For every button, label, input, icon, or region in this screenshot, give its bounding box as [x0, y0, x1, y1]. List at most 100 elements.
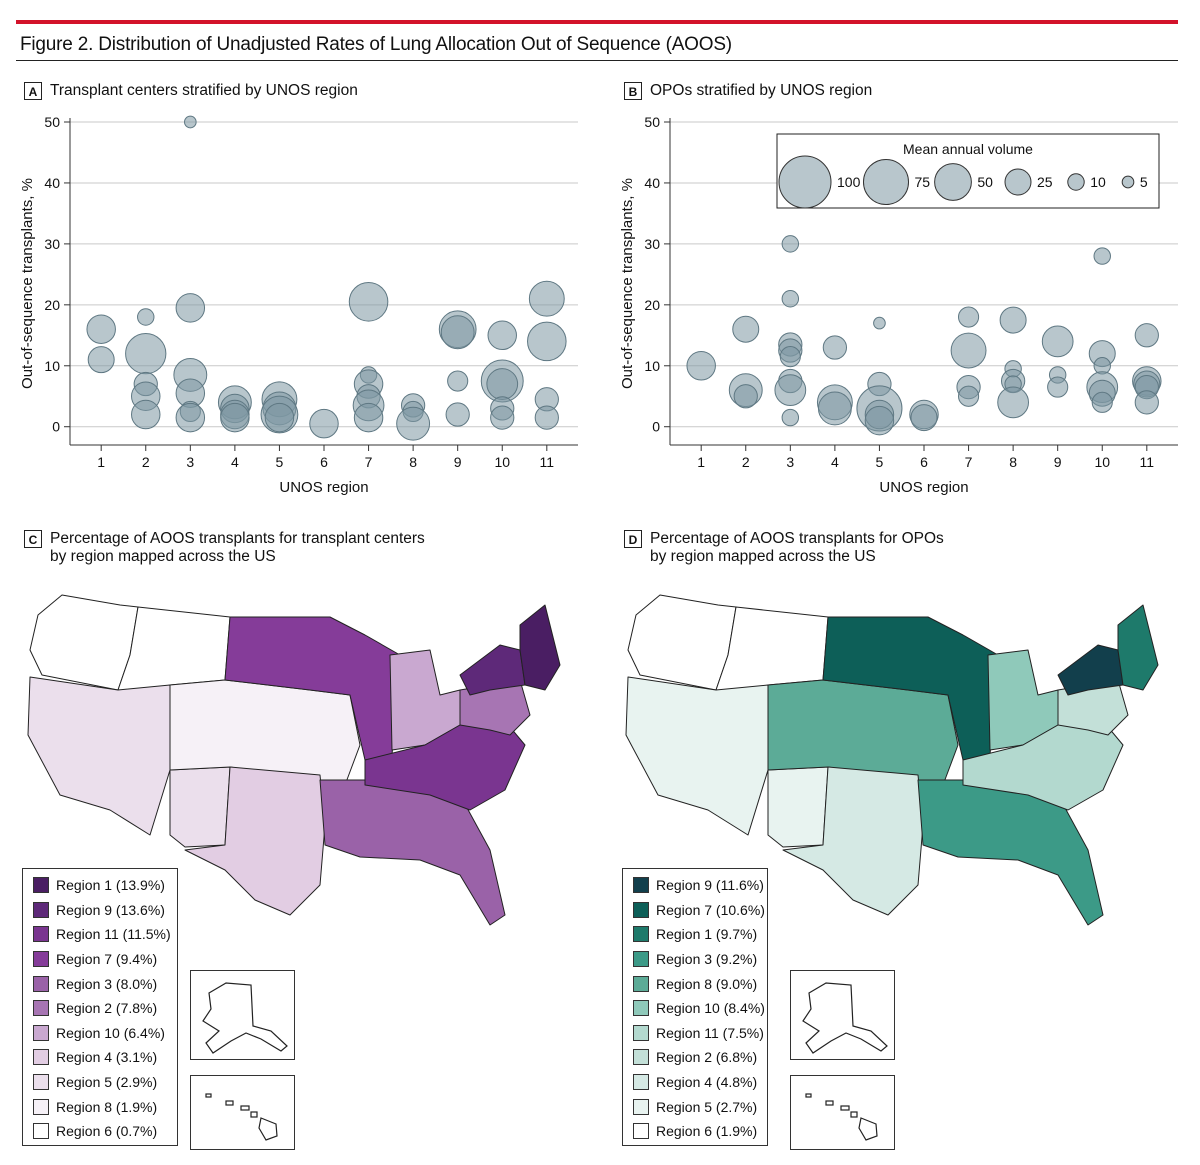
data-point [910, 404, 938, 432]
region-5-area-2 [767, 766, 829, 848]
data-point [309, 408, 339, 439]
panel-d-header: D Percentage of AOOS transplants for OPO… [624, 530, 944, 566]
legend-swatch [33, 1024, 49, 1041]
legend-swatch [33, 1074, 49, 1091]
data-point [774, 374, 807, 407]
region-1-area [519, 604, 561, 691]
x-tick-label: 11 [540, 454, 555, 470]
x-tick-label: 9 [1054, 454, 1062, 470]
size-legend-title: Mean annual volume [903, 141, 1033, 157]
x-tick-label: 6 [920, 454, 928, 470]
y-tick-label: 20 [44, 297, 60, 313]
x-tick-label: 11 [1140, 454, 1155, 470]
data-point [86, 314, 116, 344]
region-6-area [627, 594, 737, 691]
legend-swatch [33, 1098, 49, 1115]
data-point [779, 346, 801, 368]
legend-item: Region 7 (9.4%) [33, 947, 177, 972]
legend-label: Region 9 (13.6%) [56, 901, 165, 918]
panel-a-label: A [24, 82, 42, 100]
y-tick-label: 10 [44, 358, 60, 374]
panel-a-header: A Transplant centers stratified by UNOS … [24, 82, 358, 100]
data-point [528, 280, 565, 317]
x-tick-label: 4 [231, 454, 239, 470]
data-point [1134, 323, 1159, 348]
data-point [957, 306, 980, 328]
size-legend-label: 5 [1140, 174, 1148, 190]
x-tick-label: 5 [276, 454, 284, 470]
legend-swatch [633, 901, 649, 918]
alaska-shape-icon [202, 982, 288, 1054]
data-point [999, 306, 1027, 334]
data-point [957, 385, 980, 407]
legend-item: Region 11 (7.5%) [633, 1021, 767, 1046]
size-legend-bubble [1004, 168, 1032, 196]
x-tick-label: 5 [876, 454, 884, 470]
data-point [131, 399, 161, 430]
legend-item: Region 3 (8.0%) [33, 971, 177, 996]
y-tick-label: 10 [644, 358, 660, 374]
size-legend-bubble [1121, 175, 1135, 189]
x-tick-label: 7 [965, 454, 973, 470]
x-tick-label: 3 [786, 454, 794, 470]
size-legend-label: 10 [1090, 174, 1106, 190]
x-tick-label: 8 [409, 454, 417, 470]
y-axis-label: Out-of-sequence transplants, % [619, 178, 636, 389]
data-point [175, 293, 206, 323]
x-tick-label: 6 [320, 454, 328, 470]
region-5-area [27, 676, 171, 836]
size-legend-bubble [1067, 173, 1085, 191]
data-point [733, 384, 758, 409]
data-point [997, 386, 1030, 419]
legend-label: Region 11 (11.5%) [56, 926, 171, 943]
legend-label: Region 1 (13.9%) [56, 877, 165, 894]
legend-swatch [33, 1123, 49, 1140]
legend-item: Region 1 (9.7%) [633, 922, 767, 947]
y-tick-label: 0 [52, 419, 60, 435]
panel-d-label: D [624, 530, 642, 548]
data-point [781, 235, 800, 253]
legend-item: Region 1 (13.9%) [33, 873, 177, 898]
x-tick-label: 10 [1094, 454, 1110, 470]
data-point [447, 370, 469, 392]
legend-label: Region 10 (6.4%) [56, 1024, 165, 1041]
legend-item: Region 8 (9.0%) [633, 971, 767, 996]
legend-item: Region 11 (11.5%) [33, 922, 177, 947]
legend-label: Region 7 (9.4%) [56, 951, 158, 968]
legend-label: Region 2 (7.8%) [56, 1000, 158, 1017]
legend-label: Region 2 (6.8%) [656, 1049, 758, 1066]
x-axis-label: UNOS region [879, 479, 968, 496]
legend-item: Region 3 (9.2%) [633, 947, 767, 972]
data-point [817, 391, 852, 426]
legend-swatch [633, 1074, 649, 1091]
legend-swatch [33, 1000, 49, 1017]
panel-b-label: B [624, 82, 642, 100]
legend-item: Region 10 (6.4%) [33, 1021, 177, 1046]
data-point [87, 346, 115, 374]
data-point [950, 332, 987, 369]
data-point [1134, 390, 1159, 415]
legend-label: Region 5 (2.7%) [656, 1098, 758, 1115]
data-point [686, 351, 716, 381]
legend-item: Region 2 (7.8%) [33, 996, 177, 1021]
data-point [353, 402, 384, 433]
legend-label: Region 6 (1.9%) [656, 1123, 758, 1140]
legend-label: Region 4 (4.8%) [656, 1074, 758, 1091]
panel-b-title: OPOs stratified by UNOS region [650, 82, 873, 99]
alaska-inset-c [190, 970, 295, 1060]
legend-swatch [633, 1049, 649, 1066]
data-point [864, 405, 895, 436]
x-tick-label: 8 [1009, 454, 1017, 470]
legend-swatch [633, 1000, 649, 1017]
panel-a-title: Transplant centers stratified by UNOS re… [50, 82, 358, 99]
accent-rule [16, 20, 1178, 24]
data-point [487, 320, 517, 351]
x-tick-label: 9 [454, 454, 462, 470]
y-tick-label: 30 [644, 236, 660, 252]
data-point [184, 115, 197, 129]
legend-item: Region 4 (4.8%) [633, 1070, 767, 1095]
region-5-area [625, 676, 769, 836]
